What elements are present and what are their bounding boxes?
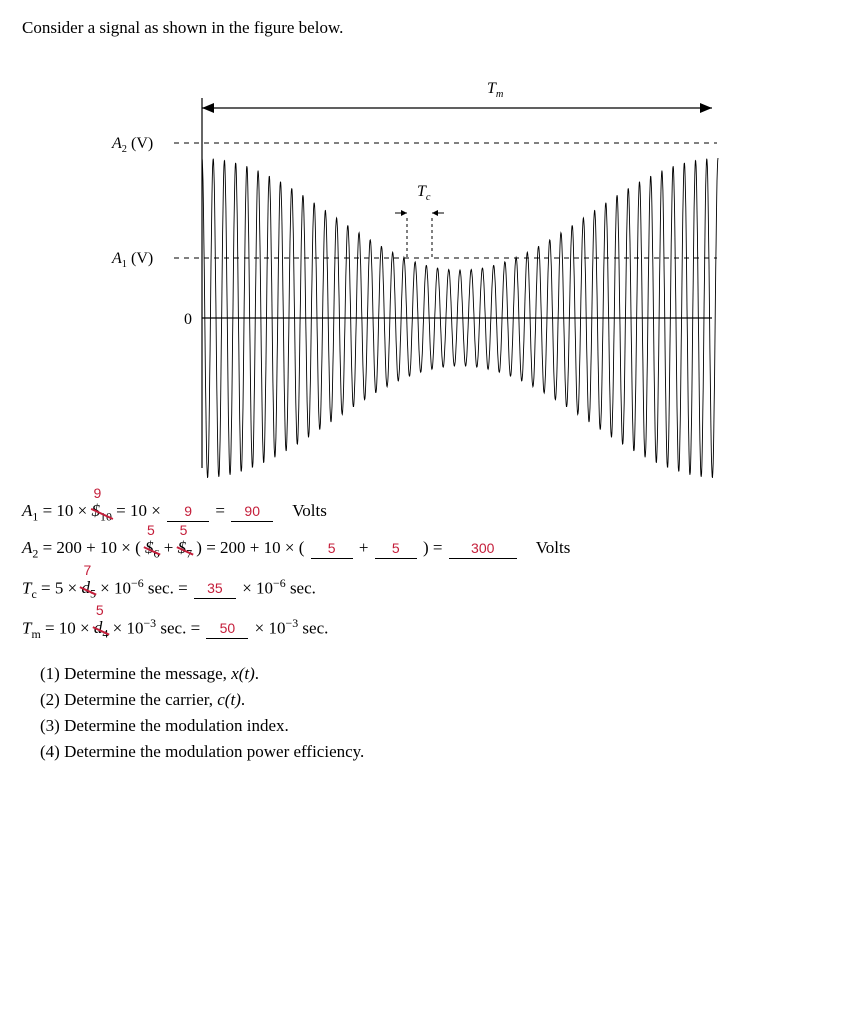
am-signal-figure: Tm Tc A2 (V) A1 (V) 0 — [82, 48, 828, 483]
equation-Tc: Tc = 5 × 7 d5 × 10−6 sec. = 35 × 10−6 se… — [22, 576, 828, 602]
svg-text:Tm: Tm — [487, 80, 504, 100]
svg-text:0: 0 — [184, 311, 192, 328]
equation-Tm: Tm = 10 × 5 d4 × 10−3 sec. = 50 × 10−3 s… — [22, 616, 828, 642]
svg-text:A1 (V): A1 (V) — [111, 250, 153, 270]
equation-A1: A1 = 10 × 9 $10 = 10 × 9 = 90 Volts — [22, 501, 828, 524]
red-annotation: 9 — [94, 485, 102, 501]
question-3: (3) Determine the modulation index. — [40, 716, 828, 736]
equation-A2: A2 = 200 + 10 × ( 5 $6 + 5 $7 ) = 200 + … — [22, 538, 828, 561]
svg-text:Tc: Tc — [417, 183, 431, 203]
questions-block: (1) Determine the message, x(t). (2) Det… — [22, 664, 828, 762]
question-4: (4) Determine the modulation power effic… — [40, 742, 828, 762]
question-2: (2) Determine the carrier, c(t). — [40, 690, 828, 710]
svg-text:A2 (V): A2 (V) — [111, 135, 153, 155]
intro-text: Consider a signal as shown in the figure… — [22, 18, 828, 38]
question-1: (1) Determine the message, x(t). — [40, 664, 828, 684]
